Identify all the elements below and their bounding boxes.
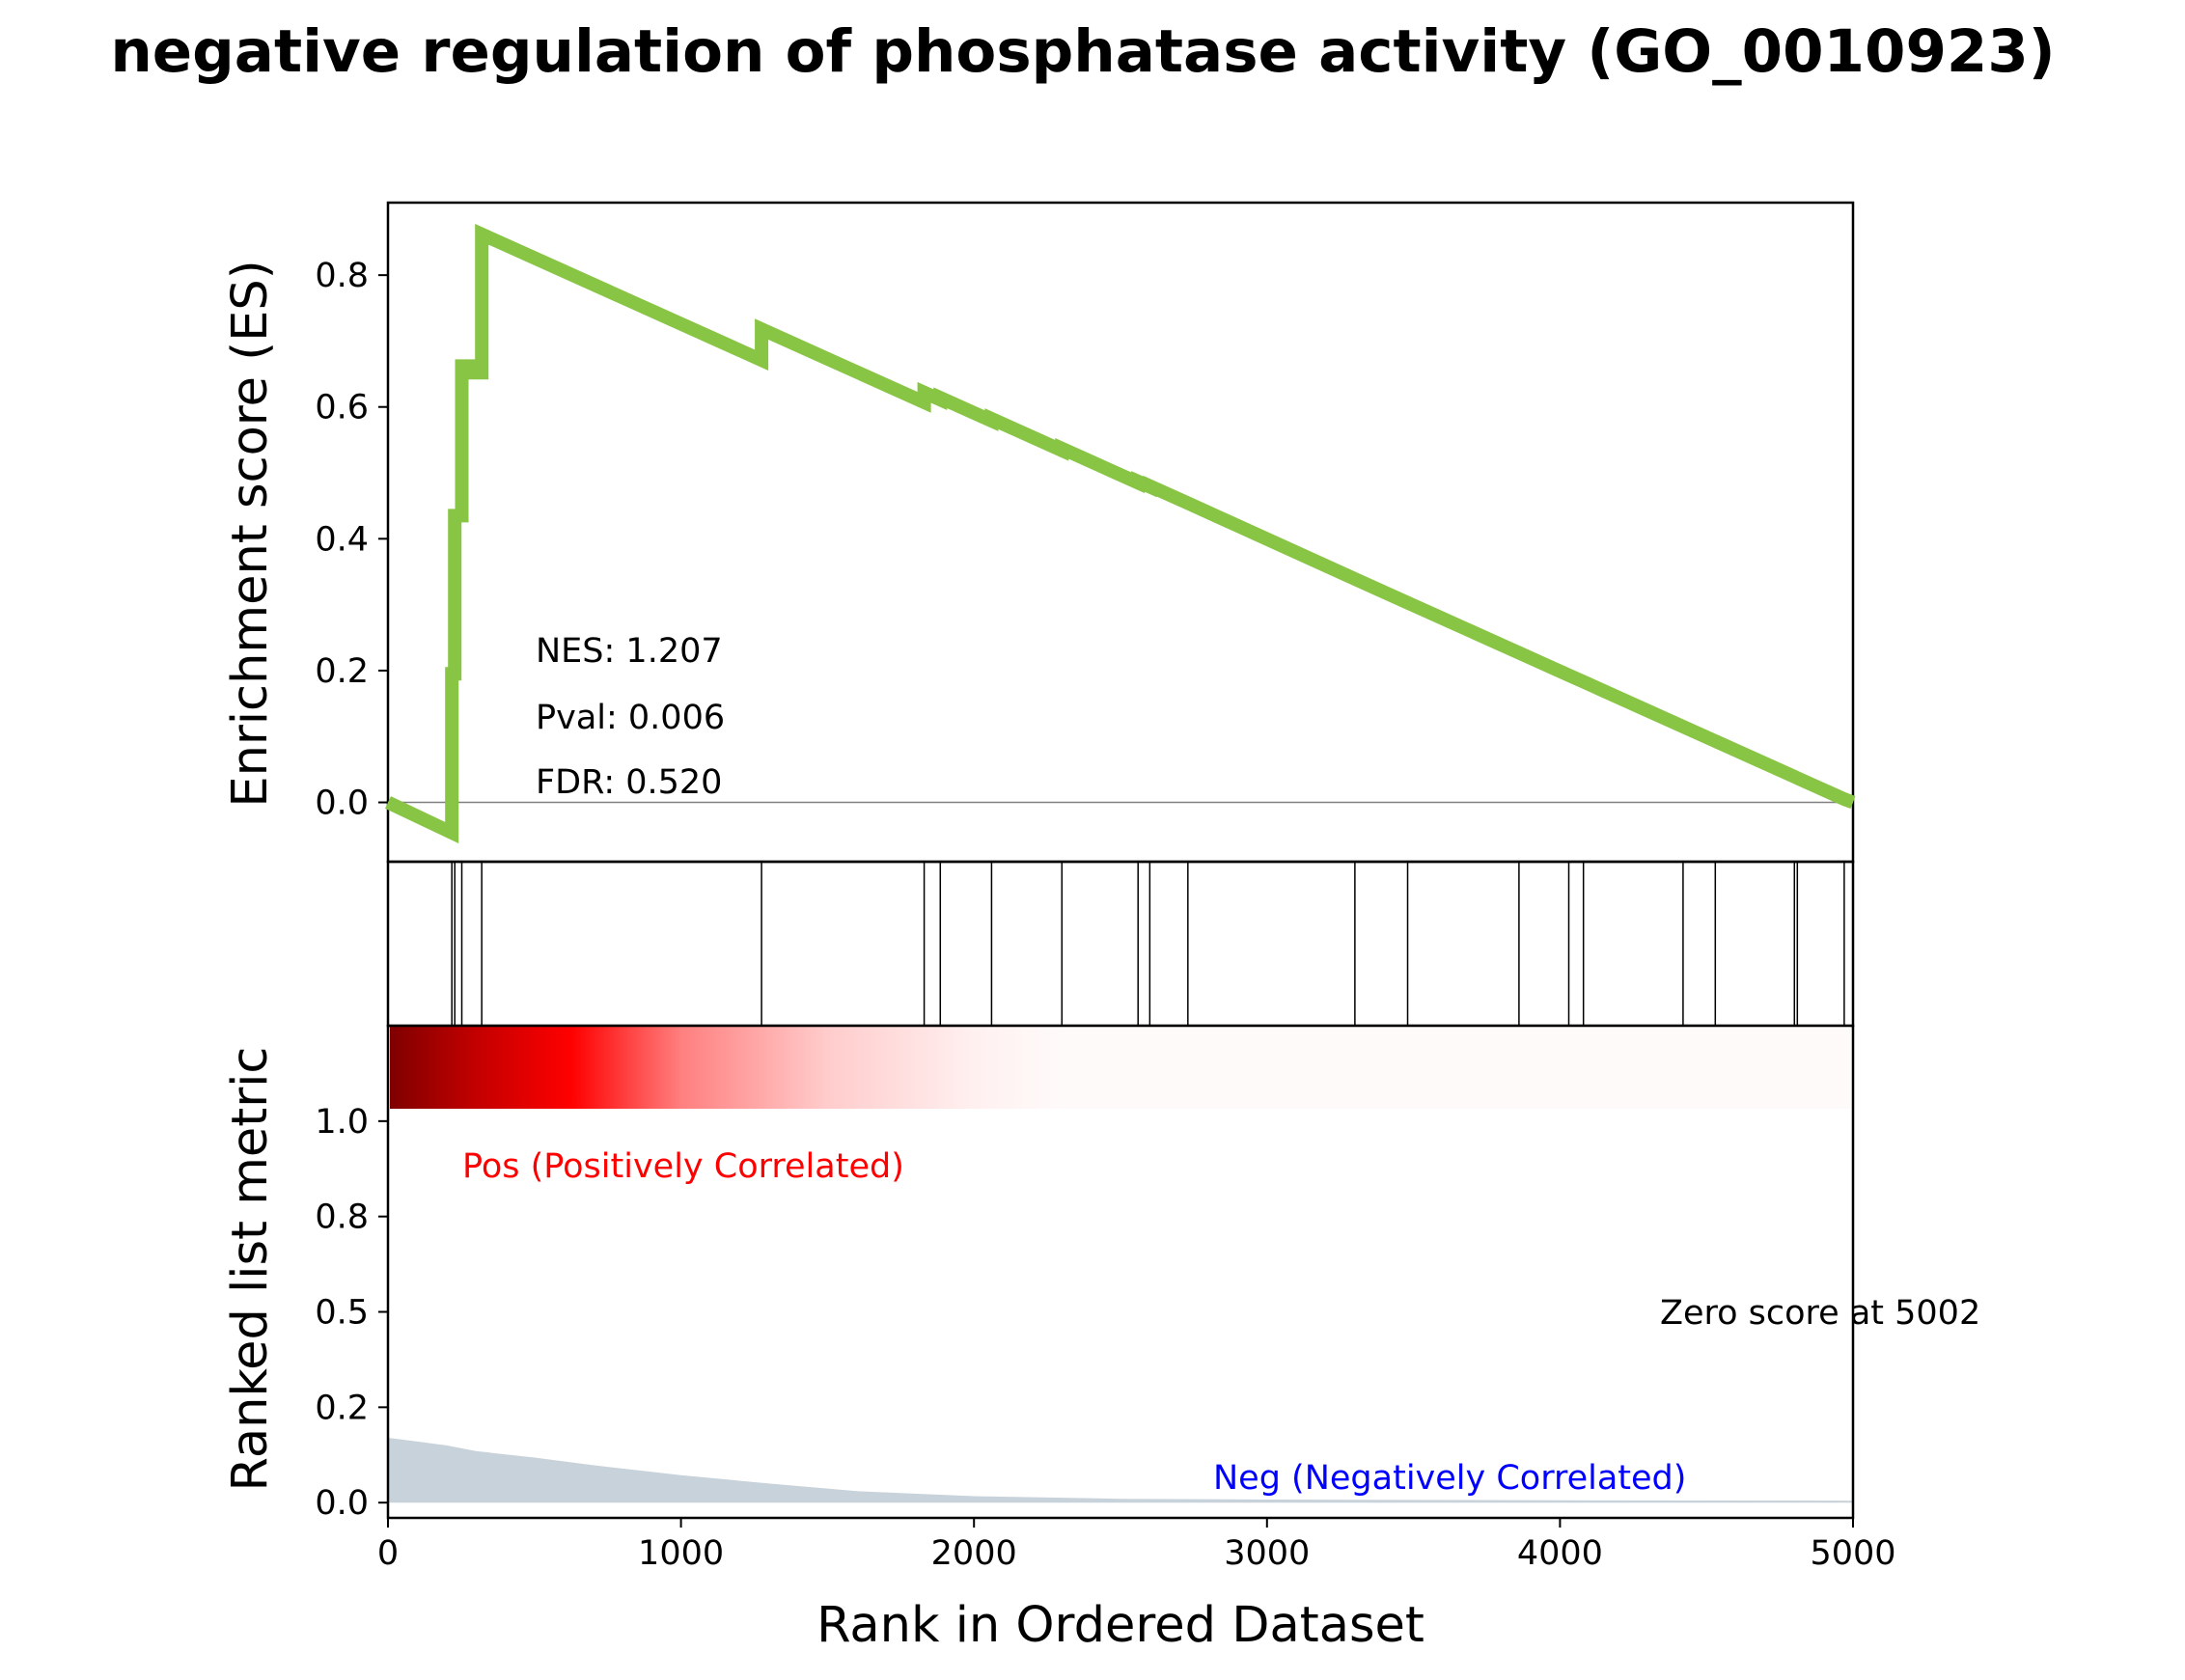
x-tick-label: 0 (377, 1534, 399, 1573)
metric-y-tick-label: 1.0 (315, 1103, 369, 1142)
es-y-tick-label: 0.4 (315, 520, 369, 559)
es-y-tick-label: 0.0 (315, 785, 369, 823)
hits-panel (386, 860, 1855, 1028)
metric-y-tick-label: 0.8 (315, 1198, 369, 1237)
es-y-axis-label: Enrichment score (ES) (222, 260, 279, 807)
metric-panel: 0.0 0.2 0.5 0.8 1.0 Pos (Positively Correlat… (222, 1024, 1980, 1523)
es-y-tick-label: 0.6 (315, 389, 369, 427)
metric-y-axis-label: Ranked list metric (222, 1047, 279, 1492)
metric-y-ticks: 0.0 0.2 0.5 0.8 1.0 (315, 1103, 388, 1523)
x-axis-label: Rank in Ordered Dataset (816, 1597, 1424, 1654)
x-axis-ticks: 0 1000 2000 3000 4000 5000 (377, 1518, 1896, 1573)
es-y-tick-label: 0.2 (315, 652, 369, 691)
metric-y-tick-label: 0.2 (315, 1389, 369, 1427)
metric-y-tick-label: 0.5 (315, 1294, 369, 1333)
metric-y-tick-label: 0.0 (315, 1484, 369, 1523)
hits-panel-frame (386, 860, 1855, 1028)
pos-correlated-label: Pos (Positively Correlated) (462, 1147, 904, 1186)
x-tick-label: 3000 (1224, 1534, 1310, 1573)
figure-title: negative regulation of phosphatase activ… (110, 17, 2055, 86)
nes-stat: NES: 1.207 (536, 632, 723, 671)
ranked-metric-area (388, 1438, 1853, 1503)
hit-lines (451, 863, 1845, 1025)
neg-correlated-label: Neg (Negatively Correlated) (1213, 1459, 1686, 1498)
es-running-sum-line (385, 223, 1856, 843)
es-y-ticks: 0.0 0.2 0.4 0.6 0.8 (315, 257, 388, 823)
metric-panel-frame (386, 1024, 1855, 1520)
pval-stat: Pval: 0.006 (536, 699, 725, 737)
x-tick-label: 5000 (1810, 1534, 1895, 1573)
rank-heatmap-bar (390, 1027, 1851, 1109)
x-tick-label: 4000 (1517, 1534, 1603, 1573)
es-panel: 0.0 0.2 0.4 0.6 0.8 NES: 1.207 Pval: 0.006 F… (222, 201, 1856, 864)
x-tick-label: 2000 (931, 1534, 1017, 1573)
es-y-tick-label: 0.8 (315, 257, 369, 295)
fdr-stat: FDR: 0.520 (536, 763, 722, 802)
zero-score-label: Zero score at 5002 (1660, 1294, 1980, 1333)
x-tick-label: 1000 (638, 1534, 724, 1573)
